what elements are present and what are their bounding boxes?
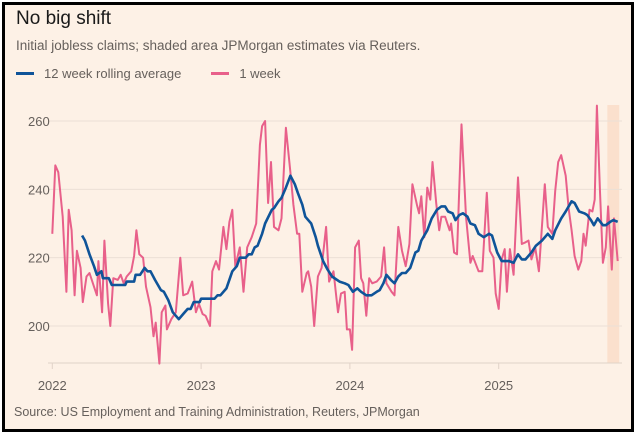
y-tick-label: 240 bbox=[28, 182, 50, 197]
source-note: Source: US Employment and Training Admin… bbox=[14, 405, 420, 419]
series-line-1-week bbox=[51, 104, 619, 365]
legend: 12 week rolling average 1 week bbox=[16, 66, 281, 81]
legend-item-week: 1 week bbox=[211, 66, 281, 81]
x-tick-label: 2023 bbox=[187, 378, 216, 393]
legend-label-week: 1 week bbox=[239, 66, 281, 81]
legend-swatch-week bbox=[211, 72, 230, 75]
chart-title: No big shift bbox=[16, 8, 112, 29]
legend-swatch-avg bbox=[16, 72, 34, 75]
y-tick-label: 200 bbox=[28, 319, 50, 334]
legend-item-avg: 12 week rolling average bbox=[16, 66, 181, 81]
legend-label-avg: 12 week rolling average bbox=[44, 66, 182, 81]
y-tick-label: 220 bbox=[28, 251, 50, 266]
chart-subtitle: Initial jobless claims; shaded area JPMo… bbox=[16, 38, 421, 53]
y-tick-label: 260 bbox=[28, 114, 50, 129]
x-tick-label: 2022 bbox=[38, 378, 67, 393]
x-tick-label: 2024 bbox=[335, 378, 364, 393]
chart-card bbox=[2, 2, 634, 432]
x-tick-label: 2025 bbox=[484, 378, 513, 393]
series-line-12-week-average bbox=[80, 174, 619, 321]
